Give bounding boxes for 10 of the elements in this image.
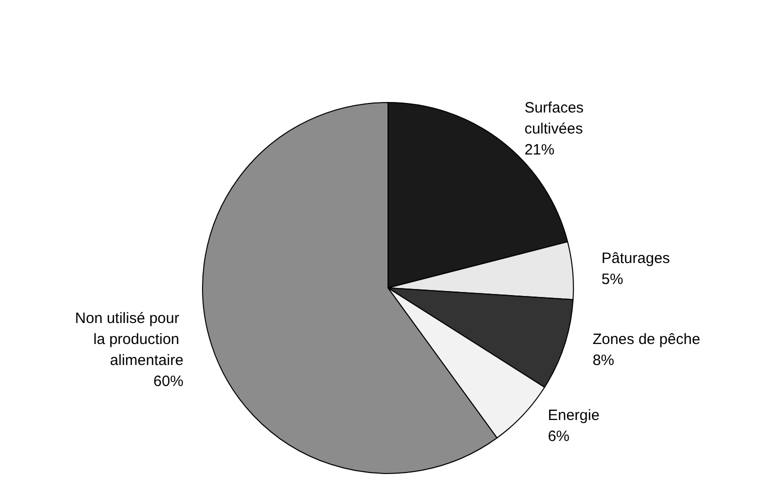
data-label: 8% [592, 352, 614, 370]
slice-label: Zones de pêche [592, 331, 700, 348]
data-label: 6% [548, 428, 570, 445]
data-label: 21% [524, 141, 554, 158]
slice-label: Surfaces cultivées [524, 99, 588, 138]
data-label: 60% [153, 373, 184, 390]
slice-label: Non utilisé pour la production alimentaire [75, 310, 184, 370]
slice-label: Energie [548, 406, 600, 424]
slice-label: Pâturages [602, 250, 670, 267]
data-label: 5% [602, 270, 624, 288]
